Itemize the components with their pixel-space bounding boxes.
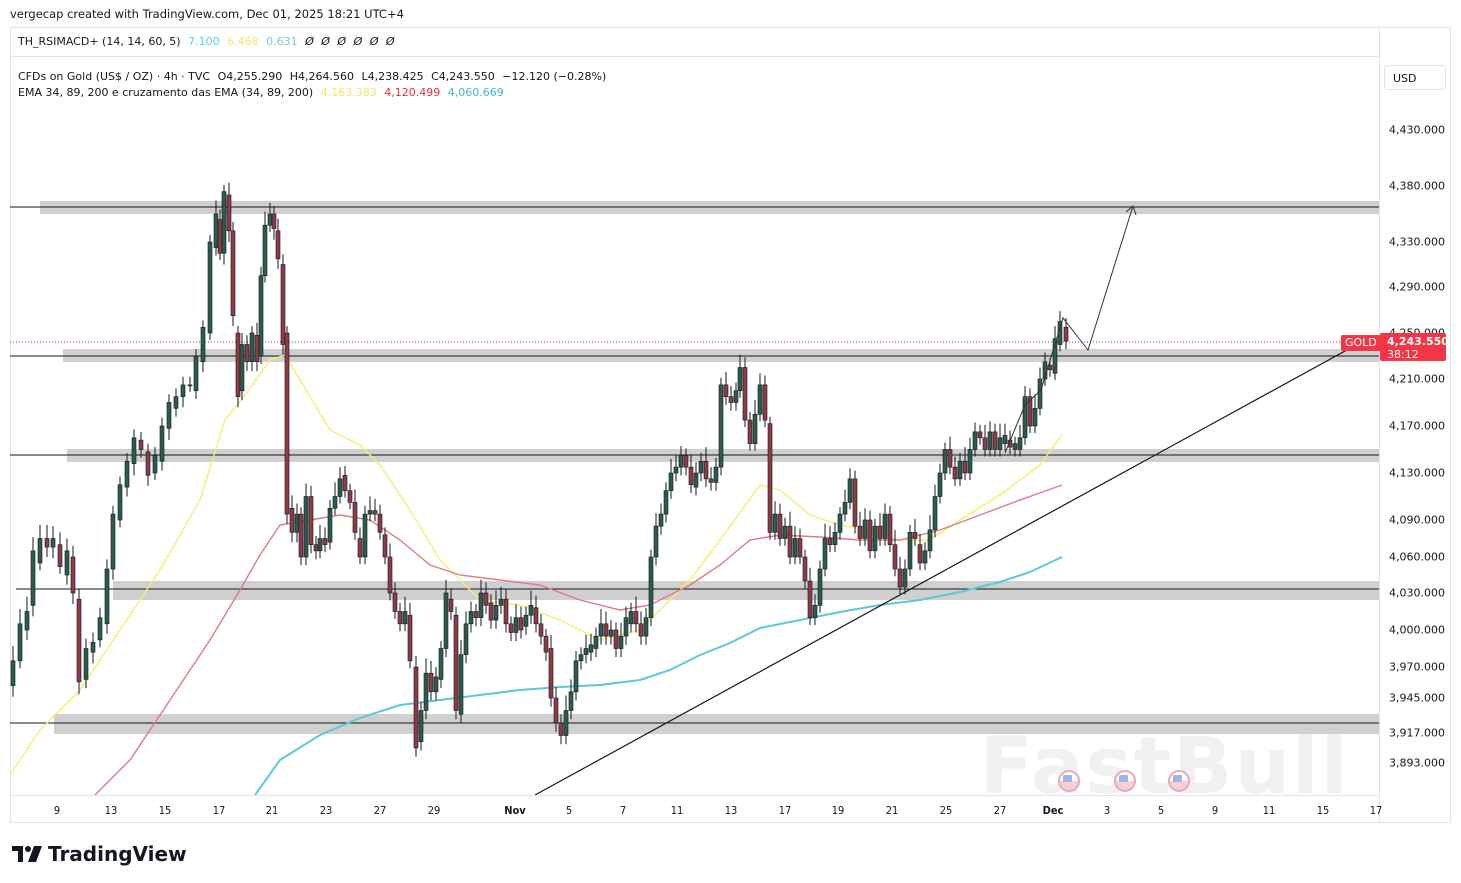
- ema-label: EMA 34, 89, 200 e cruzamento das EMA (34…: [18, 86, 314, 99]
- time-tick-label: 7: [619, 804, 627, 817]
- currency-selector[interactable]: USD: [1384, 65, 1446, 90]
- ohlc-high: H4,264.560: [289, 70, 354, 83]
- ohlc-close: C4,243.550: [431, 70, 495, 83]
- ema200-value: 4,060.669: [447, 86, 504, 99]
- time-tick-label: 27: [993, 804, 1007, 817]
- time-tick-label: Dec: [1042, 804, 1064, 817]
- price-tick-label: 4,030.000: [1389, 586, 1445, 600]
- time-tick-label: 5: [565, 804, 573, 817]
- time-tick-label: 21: [885, 804, 899, 817]
- main-legend: CFDs on Gold (US$ / OZ) · 4h · TVC O4,25…: [18, 69, 610, 101]
- time-tick-label: 15: [158, 804, 172, 817]
- time-tick-label: 13: [724, 804, 738, 817]
- tradingview-logo[interactable]: TradingView: [12, 842, 187, 866]
- indicator-pane: [10, 27, 1379, 57]
- time-tick-label: 17: [212, 804, 226, 817]
- time-tick-label: 27: [373, 804, 387, 817]
- time-tick-label: 11: [1262, 804, 1276, 817]
- ohlc-low: L4,238.425: [361, 70, 424, 83]
- candlesticks: [10, 182, 1069, 757]
- time-tick-label: 19: [831, 804, 845, 817]
- tradingview-logo-text: TradingView: [48, 842, 187, 866]
- tradingview-logo-icon: [12, 846, 42, 862]
- time-tick-label: 9: [1211, 804, 1219, 817]
- price-axis-separator: [1379, 27, 1380, 823]
- price-tick-label: 4,430.000: [1389, 123, 1445, 137]
- bar-countdown: 38:12: [1387, 348, 1419, 361]
- price-tick-label: 4,330.000: [1389, 235, 1445, 249]
- indicator-value-3: 0.631: [266, 35, 298, 48]
- time-tick-label: 17: [778, 804, 792, 817]
- ema-legend-row[interactable]: EMA 34, 89, 200 e cruzamento das EMA (34…: [18, 85, 610, 101]
- fastbull-watermark: FastBull: [980, 722, 1350, 812]
- trendline[interactable]: [534, 344, 1357, 795]
- time-tick-label: 3: [1103, 804, 1111, 817]
- price-tick-label: 4,090.000: [1389, 513, 1445, 527]
- current-price-label: 4,243.550 38:12: [1380, 333, 1449, 361]
- price-tick-label: 4,000.000: [1389, 623, 1445, 637]
- ohlc-open: O4,255.290: [217, 70, 283, 83]
- indicator-value-1: 7.100: [188, 35, 220, 48]
- indicator-empty-values: Ø Ø Ø Ø Ø Ø: [305, 35, 397, 48]
- indicator-legend[interactable]: TH_RSIMACD+ (14, 14, 60, 5) 7.100 6.468 …: [18, 35, 401, 48]
- symbol-title: CFDs on Gold (US$ / OZ) · 4h · TVC: [18, 70, 211, 83]
- time-tick-label: 17: [1369, 804, 1383, 817]
- time-tick-label: 23: [319, 804, 333, 817]
- price-tick-label: 3,970.000: [1389, 660, 1445, 674]
- time-tick-label: 9: [53, 804, 61, 817]
- price-tick-label: 4,170.000: [1389, 419, 1445, 433]
- price-tick-label: 4,210.000: [1389, 372, 1445, 386]
- time-tick-label: 29: [427, 804, 441, 817]
- indicator-name: TH_RSIMACD+ (14, 14, 60, 5): [18, 35, 181, 48]
- time-axis[interactable]: [10, 795, 1379, 823]
- indicator-value-2: 6.468: [227, 35, 259, 48]
- ema89-value: 4,120.499: [384, 86, 441, 99]
- us-flag-event-icon[interactable]: [1058, 770, 1080, 792]
- time-tick-label: 11: [670, 804, 684, 817]
- time-tick-label: 15: [1316, 804, 1330, 817]
- chart-frame: [10, 27, 1451, 823]
- current-price-value: 4,243.550: [1387, 335, 1449, 348]
- price-change: −12.120 (−0.28%): [502, 70, 607, 83]
- time-tick-label: 21: [265, 804, 279, 817]
- price-tick-label: 4,130.000: [1389, 466, 1445, 480]
- chart-credit: vergecap created with TradingView.com, D…: [10, 7, 404, 21]
- time-tick-label: 13: [104, 804, 118, 817]
- horizontal-zones[interactable]: [10, 201, 1379, 734]
- symbol-legend-row[interactable]: CFDs on Gold (US$ / OZ) · 4h · TVC O4,25…: [18, 69, 610, 85]
- price-tick-label: 4,380.000: [1389, 179, 1445, 193]
- us-flag-event-icon[interactable]: [1114, 770, 1136, 792]
- price-tick-label: 3,945.000: [1389, 691, 1445, 705]
- time-tick-label: Nov: [504, 804, 526, 817]
- price-tick-label: 3,893.000: [1389, 756, 1445, 770]
- price-tick-label: 3,917.000: [1389, 726, 1445, 740]
- us-flag-event-icon[interactable]: [1168, 770, 1190, 792]
- price-tick-label: 4,290.000: [1389, 280, 1445, 294]
- price-tick-label: 4,060.000: [1389, 550, 1445, 564]
- time-tick-label: 5: [1157, 804, 1165, 817]
- symbol-price-tag: GOLD: [1341, 335, 1381, 351]
- ema34-value: 4,163.383: [320, 86, 377, 99]
- time-tick-label: 25: [939, 804, 953, 817]
- projection-path[interactable]: [1004, 205, 1137, 454]
